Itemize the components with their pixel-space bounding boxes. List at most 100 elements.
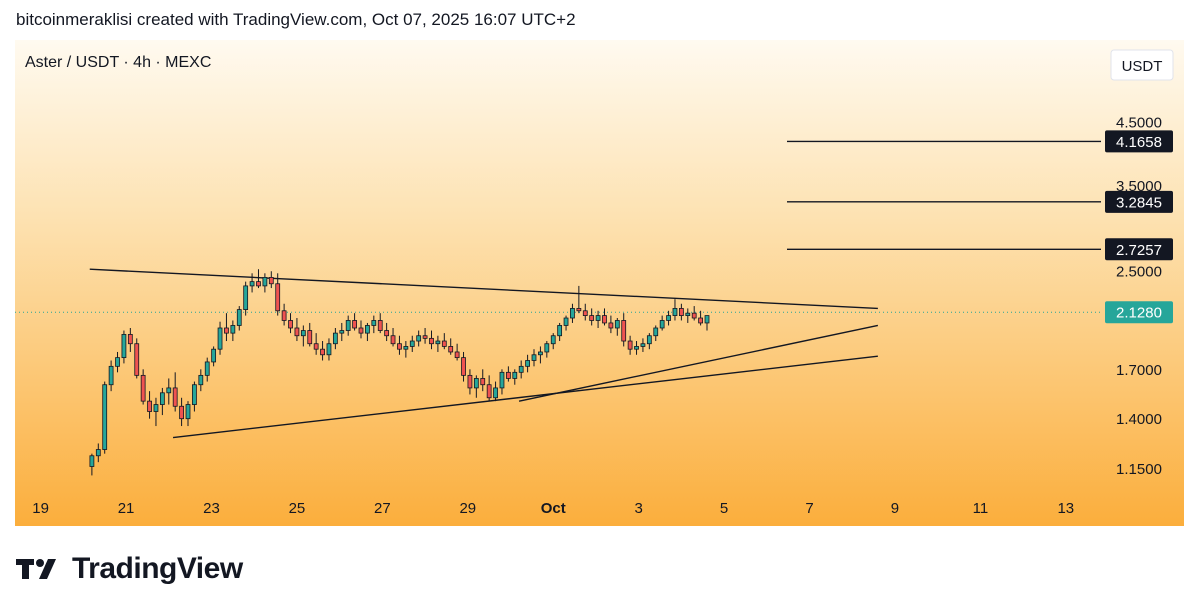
candle-body: [198, 374, 204, 386]
candle-body: [326, 343, 332, 356]
candle-body: [538, 351, 543, 356]
candle-91: [672, 299, 678, 321]
candle-4: [115, 351, 120, 373]
candle-body: [550, 335, 556, 345]
date-tick-label-0: 19: [32, 500, 49, 517]
candle-56: [448, 338, 454, 355]
candle-body: [634, 346, 639, 350]
price-levels: [787, 140, 1101, 250]
price-tick-label-0: 4.5000: [1116, 114, 1162, 131]
candle-body: [390, 335, 396, 345]
candle-body: [294, 327, 300, 337]
candle-47: [390, 327, 396, 347]
candle-body: [121, 334, 127, 359]
candle-body: [108, 365, 114, 386]
candle-86: [640, 338, 646, 352]
candlestick-chart[interactable]: Aster / USDT · 4h · MEXC USDT 4.50003.50…: [15, 40, 1184, 526]
candle-60: [473, 375, 479, 398]
date-tick-label-12: 13: [1057, 500, 1074, 517]
trendlines: [89, 268, 879, 439]
tradingview-logo[interactable]: TradingView: [16, 552, 243, 586]
candle-body: [236, 309, 242, 326]
date-tick-label-9: 7: [805, 500, 813, 517]
level-label-0: 4.1658: [1116, 134, 1162, 151]
candle-body: [256, 281, 261, 287]
candle-25: [249, 273, 255, 293]
candle-8: [140, 369, 146, 405]
candle-body: [172, 387, 178, 407]
candle-74: [563, 315, 569, 331]
candle-body: [659, 320, 665, 329]
candle-body: [281, 310, 287, 321]
candle-body: [371, 320, 377, 326]
candle-59: [467, 369, 473, 395]
price-tick-label-5: 1.1500: [1116, 461, 1162, 478]
candle-6: [127, 327, 133, 352]
price-tick-label-4: 1.4000: [1116, 411, 1162, 428]
candle-body: [140, 374, 146, 402]
level-label-1: 3.2845: [1116, 194, 1162, 211]
chart-panel[interactable]: Aster / USDT · 4h · MEXC USDT 4.5000 3.50…: [15, 40, 1184, 526]
candle-80: [602, 308, 607, 326]
chart-background: [15, 40, 1184, 526]
candle-95: [698, 310, 703, 326]
candle-61: [480, 369, 486, 392]
date-tick-label-4: 27: [374, 500, 391, 517]
date-tick-label-6: Oct: [541, 500, 566, 517]
candle-38: [332, 327, 338, 350]
candle-body: [332, 332, 338, 345]
candle-body: [352, 320, 357, 329]
candle-body: [454, 351, 460, 359]
current-price-badge: [1105, 301, 1173, 324]
candle-71: [544, 341, 550, 358]
candle-53: [429, 330, 434, 350]
tradingview-brand: TradingView: [72, 552, 243, 585]
candle-1: [95, 443, 101, 463]
candle-body: [582, 310, 588, 316]
candle-12: [166, 378, 172, 405]
candle-17: [198, 369, 204, 392]
candle-42: [358, 320, 364, 339]
candle-body: [300, 330, 306, 337]
candle-48: [397, 335, 402, 355]
candle-5: [121, 330, 127, 364]
candle-11: [159, 387, 165, 416]
trendline-0: [89, 268, 878, 310]
candle-body: [653, 327, 659, 337]
candle-55: [441, 333, 447, 350]
candle-83: [621, 313, 627, 347]
date-tick-label-5: 29: [459, 500, 476, 517]
candle-body: [153, 404, 159, 412]
level-badge-1: [1105, 190, 1173, 213]
candle-46: [384, 322, 390, 342]
chart-title: Aster / USDT · 4h · MEXC: [25, 54, 211, 71]
candle-body: [691, 312, 697, 319]
candle-27: [262, 273, 268, 293]
candle-body: [602, 315, 607, 324]
candle-body: [262, 277, 268, 287]
candle-body: [621, 320, 627, 342]
candle-body: [640, 343, 646, 347]
candle-body: [576, 308, 582, 312]
candle-body: [646, 335, 652, 345]
candle-body: [698, 317, 703, 324]
date-tick-label-10: 9: [891, 500, 899, 517]
candle-body: [159, 392, 165, 405]
candle-body: [268, 277, 274, 285]
tradingview-logo-icon: [16, 559, 56, 579]
candle-43: [365, 322, 370, 342]
candle-body: [461, 357, 466, 376]
candle-body: [134, 343, 140, 376]
candle-body: [704, 315, 710, 324]
candle-81: [608, 315, 614, 334]
trendline-1: [172, 355, 878, 439]
candle-body: [525, 360, 530, 367]
level-badge-2: [1105, 238, 1173, 261]
candle-52: [422, 327, 428, 344]
currency-box[interactable]: USDT: [1110, 49, 1174, 81]
candle-body: [493, 387, 498, 399]
candle-63: [493, 381, 498, 402]
candle-body: [339, 330, 345, 334]
candle-20: [217, 321, 223, 355]
